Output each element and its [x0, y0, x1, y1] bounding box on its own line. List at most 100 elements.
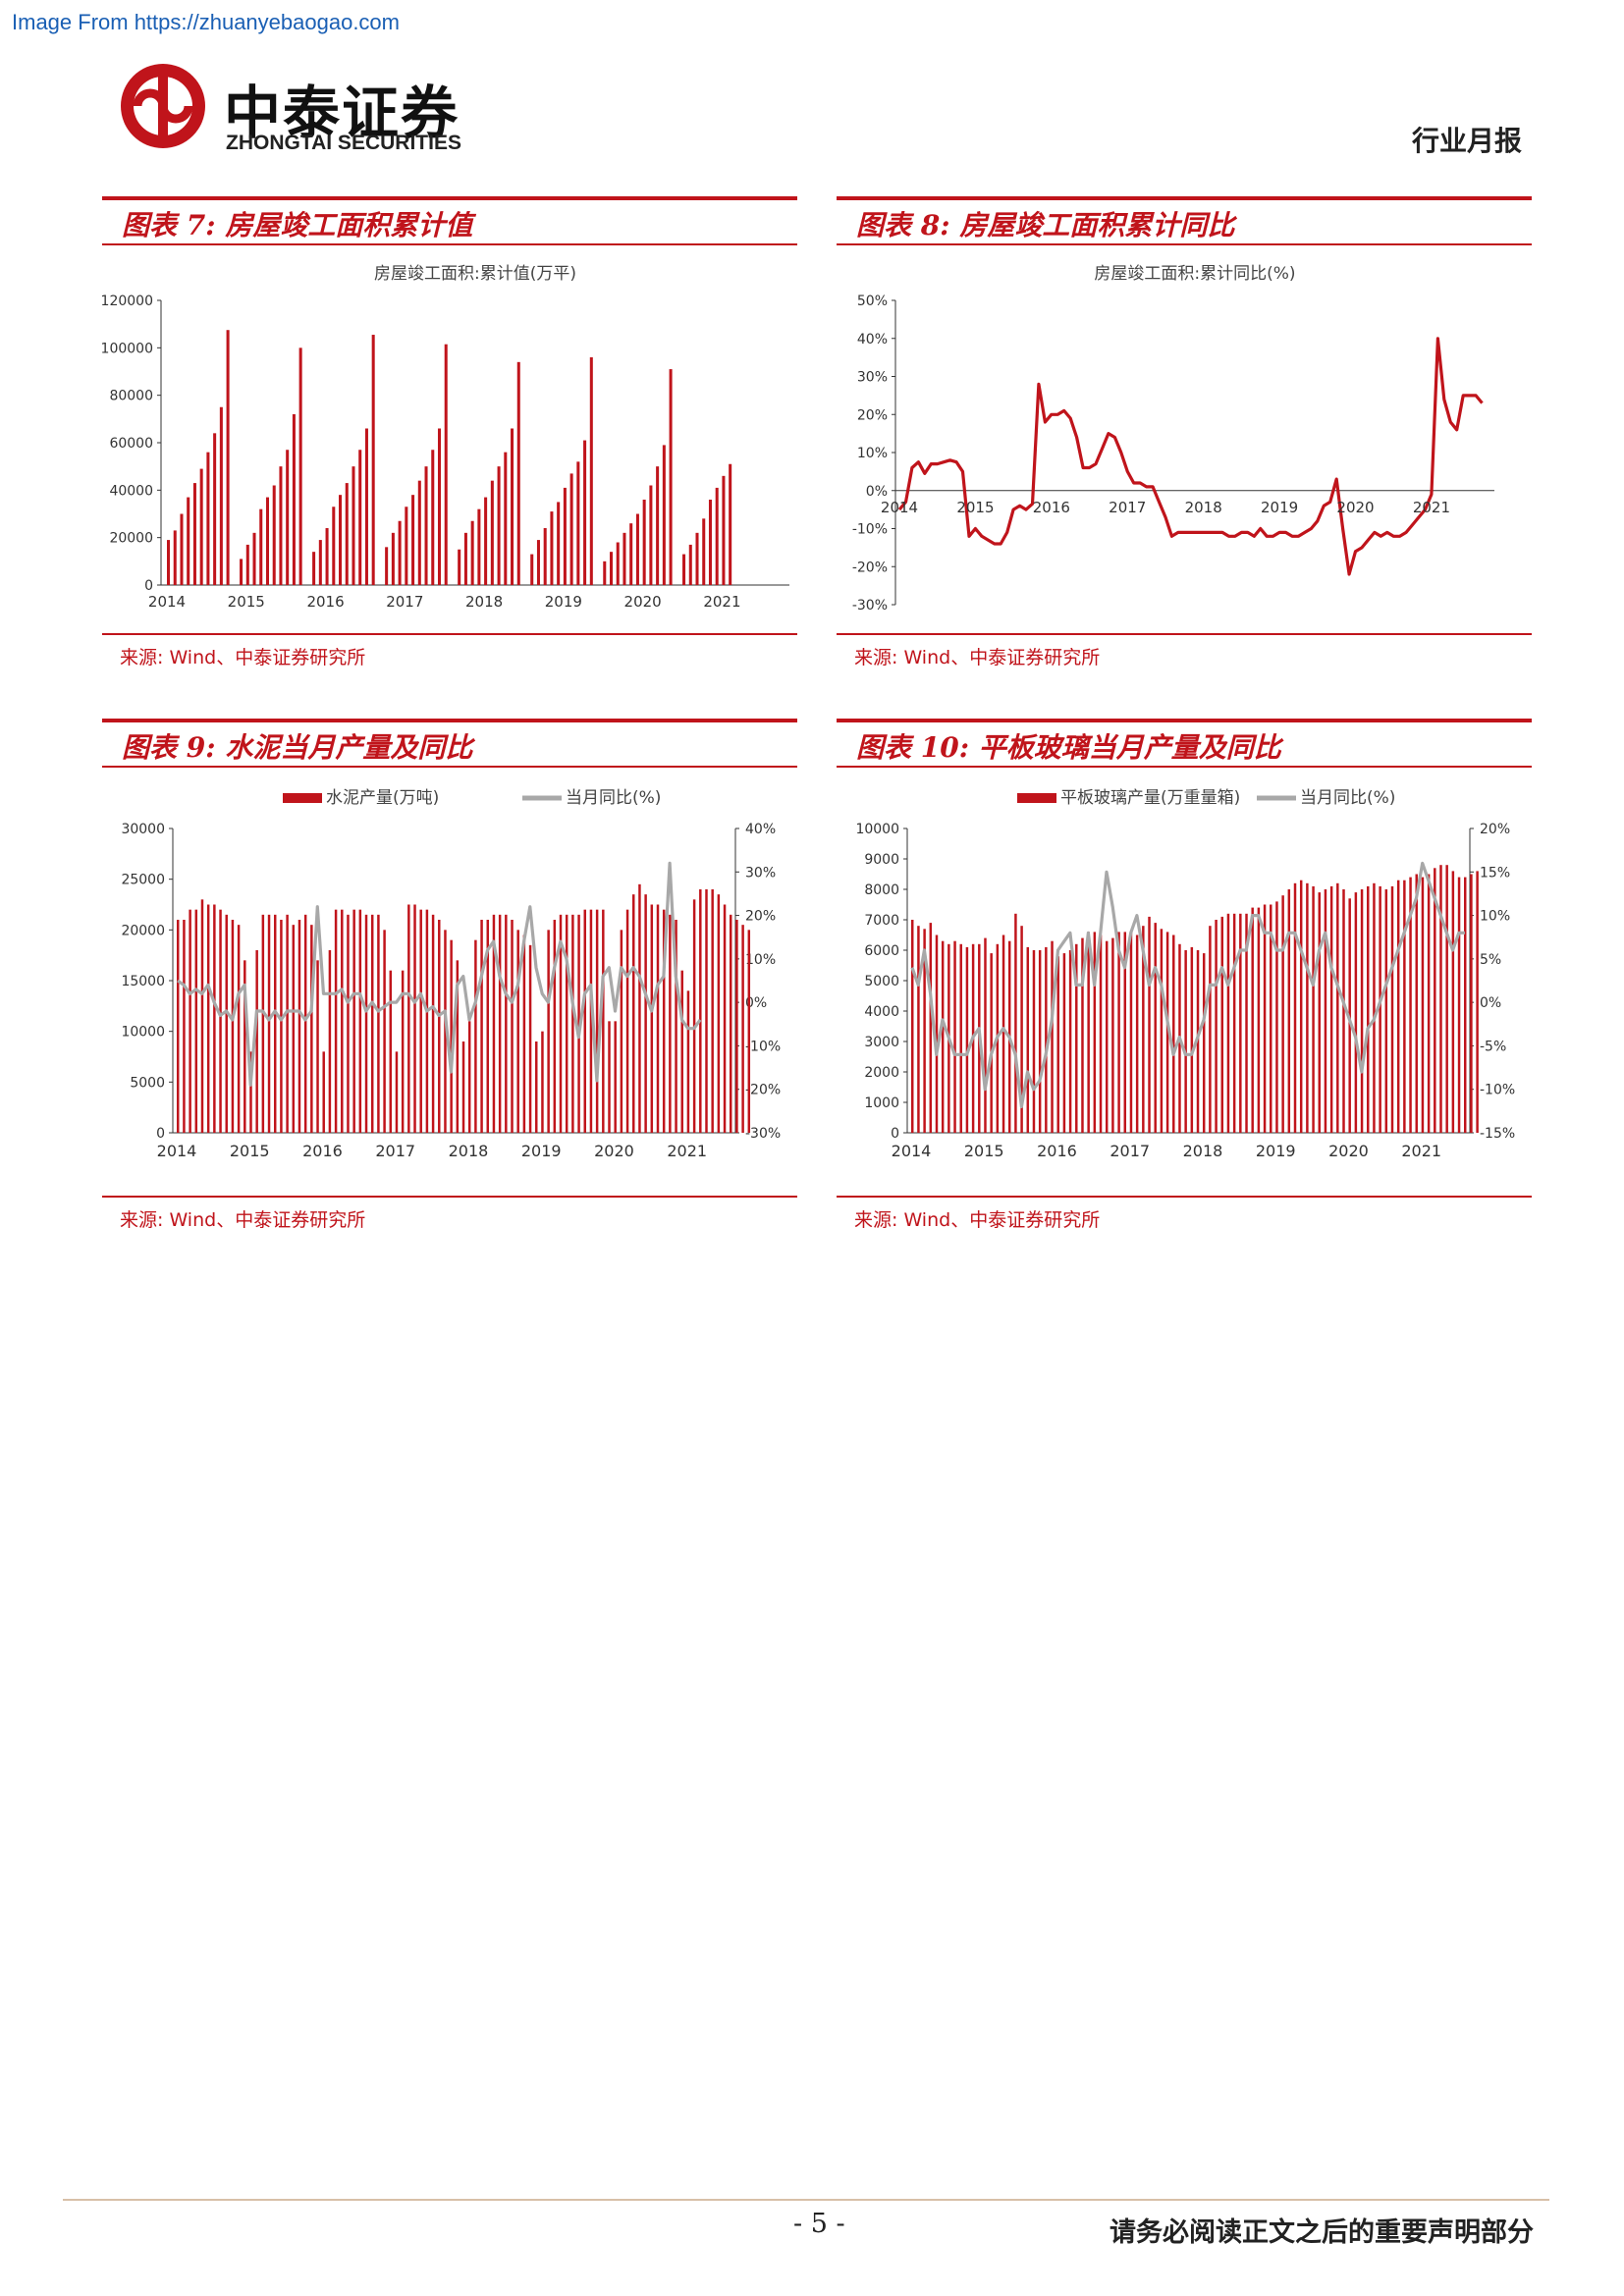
figure-7-source: 来源: Wind、中泰证券研究所 — [120, 647, 366, 668]
bar — [688, 544, 692, 585]
x-tick-label: 2016 — [302, 1142, 343, 1160]
panel-top-rule — [102, 196, 797, 200]
bar — [470, 520, 474, 585]
footer-disclaimer: 请务必阅读正文之后的重要声明部分 — [1110, 2217, 1534, 2248]
y-left-tick-label: 30000 — [121, 822, 165, 837]
bar — [498, 914, 502, 1133]
bar — [1056, 956, 1059, 1133]
bar — [1142, 926, 1145, 1133]
bar — [347, 914, 350, 1133]
legend-label-bar: 平板玻璃产量(万重量箱) — [1060, 788, 1240, 808]
y-right-tick-label: -15% — [1480, 1126, 1515, 1142]
logo-chinese-name: 中泰证券 — [224, 80, 460, 146]
bar — [1129, 932, 1133, 1133]
bar — [1470, 874, 1473, 1133]
bar — [577, 914, 580, 1133]
bar — [463, 532, 467, 585]
x-tick-label: 2014 — [157, 1142, 197, 1160]
bar — [467, 1021, 471, 1133]
bar — [261, 914, 265, 1133]
bar — [1117, 932, 1120, 1133]
bar — [213, 433, 217, 585]
source-url[interactable]: Image From https://zhuanyebaogao.com — [12, 10, 400, 34]
bar — [1051, 940, 1054, 1133]
bar — [286, 450, 290, 585]
bar — [437, 428, 442, 585]
x-tick-label: 2019 — [521, 1142, 562, 1160]
bar — [1160, 929, 1164, 1133]
y-left-tick-label: 10000 — [121, 1025, 165, 1041]
x-tick-label: 2015 — [956, 499, 994, 516]
bar — [240, 559, 244, 585]
bar — [444, 344, 448, 585]
bar — [1045, 946, 1048, 1133]
bar — [632, 894, 635, 1133]
bar — [1038, 950, 1042, 1133]
bar — [662, 909, 666, 1133]
bar — [395, 1051, 399, 1133]
y-tick-label: -10% — [852, 522, 888, 538]
bar — [303, 914, 307, 1133]
bar — [1172, 934, 1175, 1133]
bar — [715, 487, 719, 585]
bar — [1379, 885, 1381, 1133]
bar — [1287, 889, 1291, 1133]
bar — [638, 883, 641, 1133]
bar — [461, 1041, 465, 1133]
bar — [550, 511, 554, 585]
y-right-tick-label: 0% — [1480, 995, 1501, 1011]
bar — [405, 507, 408, 585]
figure-10-title: 图表 10: 平板玻璃当月产量及同比 — [856, 731, 1281, 764]
bar — [528, 944, 532, 1133]
y-left-tick-label: 8000 — [864, 882, 899, 898]
bar — [431, 450, 435, 585]
y-right-tick-label: 10% — [745, 952, 776, 968]
bar — [1275, 901, 1278, 1133]
yoy-line — [897, 337, 1484, 576]
bar — [173, 530, 177, 585]
bar — [1184, 950, 1187, 1133]
bar — [486, 920, 490, 1133]
bar — [535, 1041, 538, 1133]
bar — [559, 914, 563, 1133]
bar — [492, 914, 496, 1133]
bar — [1105, 940, 1109, 1133]
y-tick-label: 10% — [857, 446, 888, 461]
bar — [339, 495, 343, 585]
figure-9-source: 来源: Wind、中泰证券研究所 — [120, 1209, 366, 1231]
bar — [650, 904, 654, 1133]
x-tick-label: 2019 — [1261, 499, 1298, 516]
y-tick-label: -20% — [852, 560, 888, 575]
bar — [1068, 950, 1072, 1133]
bar — [516, 930, 519, 1133]
x-tick-label: 2020 — [1336, 499, 1374, 516]
bar — [401, 970, 405, 1133]
report-type: 行业月报 — [1411, 125, 1522, 157]
bar — [316, 960, 319, 1133]
bar — [722, 475, 726, 585]
bar — [332, 507, 336, 585]
bar — [259, 508, 263, 585]
bar — [505, 914, 508, 1133]
chart-title: 房屋竣工面积:累计同比(%) — [1094, 264, 1295, 284]
bar — [1342, 889, 1345, 1133]
x-tick-label: 2017 — [1110, 1142, 1150, 1160]
x-tick-label: 2021 — [703, 593, 740, 611]
bar — [341, 909, 344, 1133]
bar — [219, 406, 223, 585]
x-tick-label: 2015 — [228, 593, 265, 611]
bar — [272, 485, 276, 585]
bar — [1081, 937, 1084, 1133]
y-tick-label: -30% — [852, 598, 888, 614]
bar — [1020, 926, 1023, 1133]
x-tick-label: 2020 — [594, 1142, 634, 1160]
chart-title: 房屋竣工面积:累计值(万平) — [374, 264, 576, 284]
y-right-tick-label: -5% — [1480, 1039, 1506, 1054]
bar — [705, 889, 708, 1133]
bar — [1209, 926, 1212, 1133]
figure-7-chart: 房屋竣工面积:累计值(万平) 0 20000 40000 60000 80000 10000… — [101, 251, 797, 628]
bar — [583, 909, 586, 1133]
bar — [1329, 885, 1333, 1133]
x-tick-label: 2018 — [1183, 1142, 1223, 1160]
bar — [377, 914, 380, 1133]
